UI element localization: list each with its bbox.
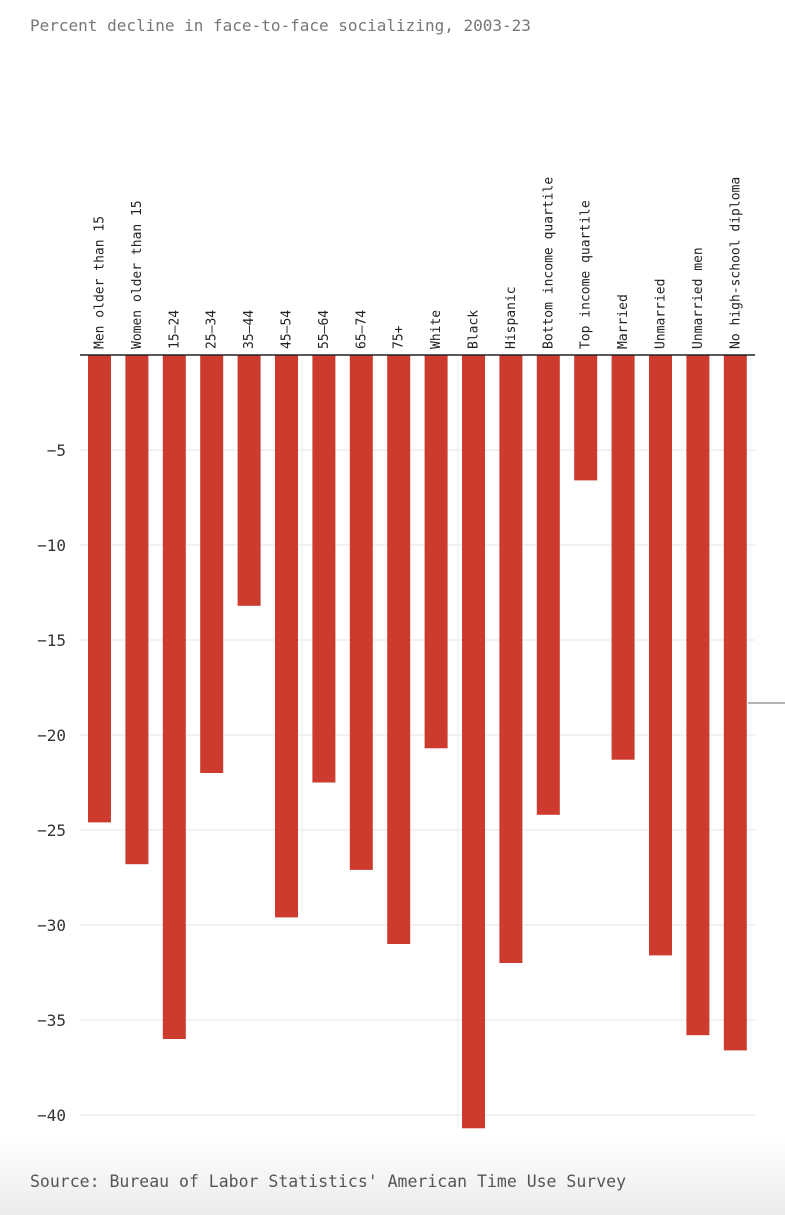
- x-tick-label: No high-school diploma: [728, 177, 743, 349]
- x-tick-label: 75+: [392, 325, 407, 349]
- chart-title: Percent decline in face-to-face socializ…: [30, 16, 531, 35]
- x-tick-label: 35–44: [242, 310, 257, 349]
- x-tick-label: Married: [616, 294, 631, 349]
- bar-0: [88, 355, 111, 823]
- x-tick-label: 45–54: [280, 310, 295, 349]
- bar-17: [723, 355, 747, 1051]
- bar-5: [275, 355, 298, 918]
- bar-chart: −5 −10 −15 −20 −25 −30 −35 −40 Men older than 1…: [37, 177, 785, 1129]
- x-tick-label: 25–34: [205, 310, 220, 349]
- x-tick-label: Hispanic: [504, 286, 519, 349]
- gridlines: [80, 449, 755, 1116]
- x-tick-label: 55–64: [317, 310, 332, 349]
- bars: [88, 355, 747, 1129]
- bar-7: [349, 355, 373, 870]
- bar-13: [574, 355, 598, 481]
- x-tick-label: Top income quartile: [579, 200, 594, 349]
- bar-12: [536, 355, 560, 815]
- x-tick-label: White: [429, 310, 444, 349]
- x-tick-label: Women older than 15: [130, 200, 145, 349]
- x-axis-labels: Men older than 15 Women older than 15 15–2…: [93, 177, 744, 349]
- x-tick-label: Bottom income quartile: [541, 177, 556, 349]
- footer-bar: [0, 1140, 785, 1215]
- bar-9: [424, 355, 448, 749]
- y-axis-ticks: −5 −10 −15 −20 −25 −30 −35 −40: [37, 441, 66, 1125]
- y-tick-label: −30: [37, 916, 66, 935]
- bar-15: [649, 355, 672, 956]
- x-tick-label: Unmarried men: [691, 247, 706, 349]
- bar-10: [462, 355, 485, 1129]
- bar-16: [686, 355, 710, 1036]
- y-tick-label: −35: [37, 1011, 66, 1030]
- bar-4: [237, 355, 261, 606]
- bar-8: [387, 355, 411, 944]
- x-tick-label: Black: [467, 310, 482, 349]
- bar-1: [125, 355, 149, 865]
- y-tick-label: −15: [37, 631, 66, 650]
- x-tick-label: 15–24: [167, 310, 182, 349]
- bar-6: [312, 355, 336, 783]
- y-tick-label: −25: [37, 821, 66, 840]
- bar-2: [162, 355, 186, 1039]
- bar-3: [200, 355, 224, 773]
- x-tick-label: Unmarried: [654, 279, 669, 349]
- y-tick-label: −10: [37, 536, 66, 555]
- y-tick-label: −5: [47, 441, 66, 460]
- bar-14: [611, 355, 635, 760]
- source-note: Source: Bureau of Labor Statistics' Amer…: [30, 1172, 627, 1191]
- y-tick-label: −40: [37, 1106, 66, 1125]
- y-tick-label: −20: [37, 726, 66, 745]
- x-tick-label: Men older than 15: [93, 216, 108, 349]
- bar-11: [499, 355, 523, 963]
- x-tick-label: 65–74: [354, 310, 369, 349]
